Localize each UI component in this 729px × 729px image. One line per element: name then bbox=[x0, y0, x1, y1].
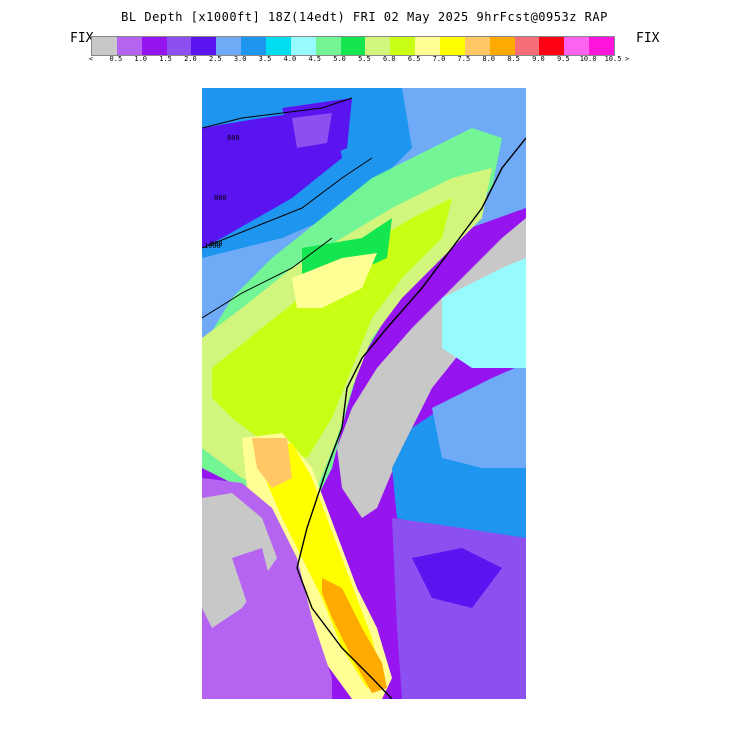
legend-tick-label: 6.0 bbox=[382, 55, 396, 63]
legend-swatch-11 bbox=[365, 37, 391, 55]
legend-tick-label: 3.5 bbox=[258, 55, 272, 63]
color-scale-legend bbox=[91, 36, 615, 56]
bl-depth-map: 800 800 800 1000 bbox=[202, 88, 526, 699]
legend-tick-label: > bbox=[624, 55, 630, 63]
legend-swatch-14 bbox=[440, 37, 465, 55]
legend-tick-label: 1.0 bbox=[134, 55, 148, 63]
contour-label-4: 1000 bbox=[204, 242, 221, 250]
field-lightblue-atlantic bbox=[432, 363, 526, 468]
map-canvas: 800 800 800 1000 bbox=[202, 88, 526, 699]
legend-tick-label: 2.0 bbox=[184, 55, 197, 63]
legend-swatch-8 bbox=[290, 37, 316, 55]
legend-swatch-13 bbox=[415, 37, 441, 55]
legend-swatch-4 bbox=[191, 37, 217, 55]
field-violet-nw3 bbox=[292, 113, 332, 148]
field-paleyellow-patch bbox=[292, 253, 377, 308]
coastline bbox=[296, 137, 526, 699]
legend-swatch-15 bbox=[464, 37, 490, 55]
legend-tick-label: 0.5 bbox=[109, 55, 123, 63]
legend-tick-label: < bbox=[88, 55, 94, 63]
legend-swatch-16 bbox=[489, 37, 515, 55]
legend-swatch-3 bbox=[166, 37, 192, 55]
legend-tick-label: 2.5 bbox=[208, 55, 222, 63]
legend-tick-label: 5.5 bbox=[358, 55, 371, 63]
legend-tick-labels: <0.5 1.0 1.5 2.0 2.5 3.0 3.5 4.0 4.5 5.0 5.5 6.0 6.5… bbox=[84, 55, 644, 67]
field-cyan-atlantic bbox=[442, 258, 526, 368]
contour-line-2 bbox=[202, 237, 333, 319]
legend-tick-label: 4.5 bbox=[308, 55, 322, 63]
legend-tick-label: 5.0 bbox=[333, 55, 346, 63]
field-darkviolet-atlantic bbox=[412, 548, 502, 608]
legend-swatch-1 bbox=[116, 37, 142, 55]
legend-swatch-0 bbox=[92, 37, 117, 55]
contour-line-1 bbox=[202, 157, 373, 249]
contour-label-3: 800 bbox=[210, 240, 223, 248]
legend-tick-label: 10.5 bbox=[604, 55, 622, 63]
legend-tick-label: 9.5 bbox=[556, 55, 570, 63]
field-orange-florida bbox=[322, 578, 387, 693]
legend-swatch-7 bbox=[266, 37, 291, 55]
state-border-north bbox=[202, 97, 353, 129]
legend-tick-label: 8.5 bbox=[507, 55, 520, 63]
legend-swatch-6 bbox=[241, 37, 267, 55]
contour-label-1: 800 bbox=[227, 134, 240, 142]
legend-swatch-2 bbox=[141, 37, 167, 55]
legend-tick-label: 8.0 bbox=[482, 55, 496, 63]
legend-tick-label: 9.0 bbox=[532, 55, 545, 63]
field-tan-georgia bbox=[252, 438, 292, 488]
field-violet-atlantic bbox=[392, 518, 526, 699]
contour-label-2: 800 bbox=[214, 194, 227, 202]
legend-tick-label: 4.0 bbox=[283, 55, 297, 63]
legend-tick-label: 10.0 bbox=[579, 55, 597, 63]
fix-left-label: FIX bbox=[70, 31, 94, 46]
legend-swatch-20 bbox=[589, 37, 615, 55]
chart-title: BL Depth [x1000ft] 18Z(14edt) FRI 02 May… bbox=[121, 10, 608, 24]
legend-swatch-19 bbox=[564, 37, 590, 55]
legend-tick-label: 1.5 bbox=[159, 55, 172, 63]
legend-swatch-12 bbox=[390, 37, 416, 55]
legend-swatch-10 bbox=[340, 37, 366, 55]
field-yellowgreen-land bbox=[212, 198, 452, 458]
legend-tick-label: 6.5 bbox=[407, 55, 421, 63]
legend-tick-label: 7.0 bbox=[432, 55, 446, 63]
field-lavender-gulf-patch bbox=[232, 548, 272, 603]
legend-tick-label: 7.5 bbox=[457, 55, 471, 63]
legend-swatch-18 bbox=[539, 37, 565, 55]
legend-swatch-9 bbox=[315, 37, 341, 55]
legend-tick-label: 3.0 bbox=[233, 55, 247, 63]
fix-right-label: FIX bbox=[636, 31, 660, 46]
legend-swatch-5 bbox=[216, 37, 242, 55]
legend-swatch-17 bbox=[514, 37, 540, 55]
